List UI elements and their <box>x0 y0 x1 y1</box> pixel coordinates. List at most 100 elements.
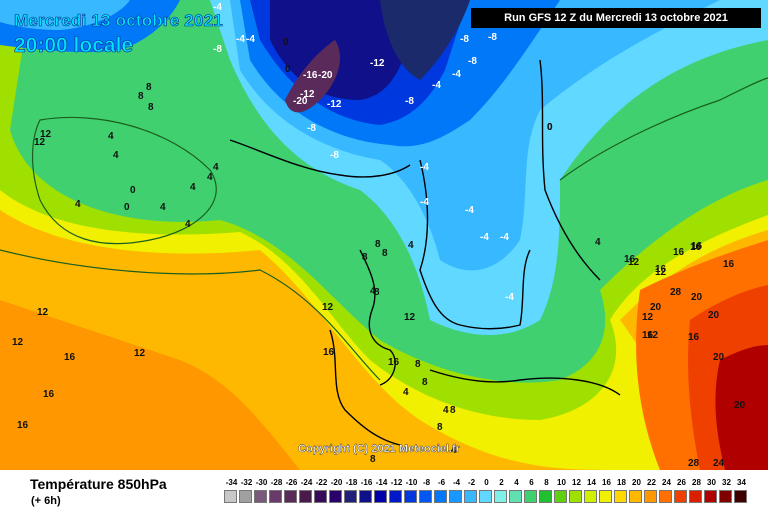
scale-swatch <box>599 490 612 503</box>
scale-label: -30 <box>255 478 268 487</box>
scale-swatch <box>659 490 672 503</box>
scale-swatch <box>329 490 342 503</box>
temperature-value-label: 12 <box>134 348 146 359</box>
coast-mediterranean <box>429 369 621 396</box>
scale-swatch <box>494 490 507 503</box>
temperature-value-label: 12 <box>642 312 654 323</box>
temperature-value-label: 28 <box>670 287 682 298</box>
temperature-value-label: 8 <box>370 454 376 465</box>
temperature-value-label: -4 <box>480 232 489 243</box>
temperature-value-label: 16 <box>17 420 29 431</box>
temperature-value-label: 0 <box>547 122 553 133</box>
temperature-value-label: 12 <box>37 307 49 318</box>
scale-label: 8 <box>544 478 549 487</box>
scale-label: -8 <box>422 478 431 487</box>
scale-swatch <box>389 490 402 503</box>
temperature-value-label: 12 <box>404 312 416 323</box>
temperature-value-label: 4 <box>408 240 414 251</box>
scale-label: -18 <box>345 478 358 487</box>
temperature-value-label: 16 <box>655 264 667 275</box>
scale-label: -28 <box>270 478 283 487</box>
temperature-value-label: 20 <box>734 400 746 411</box>
temperature-value-label: 24 <box>713 458 725 469</box>
scale-label: -6 <box>437 478 446 487</box>
temperature-value-label: -20 <box>293 96 308 107</box>
scale-swatch <box>479 490 492 503</box>
scale-swatch <box>734 490 747 503</box>
scale-label: 26 <box>677 478 686 487</box>
scale-swatch <box>284 490 297 503</box>
scale-label: -4 <box>452 478 461 487</box>
warm-zone-sw <box>0 300 300 470</box>
temperature-value-label: 28 <box>688 458 700 469</box>
temperature-value-label: 0 <box>124 202 130 213</box>
temperature-value-label: 8 <box>148 102 154 113</box>
scale-swatch <box>554 490 567 503</box>
scale-swatch <box>254 490 267 503</box>
temperature-value-label: 4 <box>108 131 114 142</box>
temperature-value-label: 20 <box>713 352 725 363</box>
scale-label: 24 <box>662 478 671 487</box>
temperature-value-label: 4 <box>213 162 219 173</box>
scale-swatch <box>674 490 687 503</box>
scale-label: -2 <box>467 478 476 487</box>
temperature-value-label: -12 <box>327 99 342 110</box>
temperature-value-label: 16 <box>388 357 400 368</box>
temperature-value-label: -4 <box>505 292 514 303</box>
temperature-value-label: 8 <box>422 377 428 388</box>
temperature-value-label: 16 <box>624 254 636 265</box>
very-hot-zone-se <box>715 345 768 470</box>
coast-south <box>329 329 401 446</box>
scale-label: -24 <box>300 478 313 487</box>
scale-label: 28 <box>692 478 701 487</box>
scale-swatch <box>269 490 282 503</box>
temperature-value-label: 0 <box>547 122 553 133</box>
border-east <box>539 59 601 281</box>
temperature-value-label: 8 <box>375 239 381 250</box>
temperature-value-label: -4 <box>500 232 509 243</box>
temperature-map: -4 -8 -4 -4 0 0 -12 -8 -16 -20 -20 -12 -8 -12 -8 -4 -8 -4… <box>0 0 768 470</box>
scale-label: 12 <box>572 478 581 487</box>
temperature-value-label: 16 <box>723 259 735 270</box>
temperature-value-label: 12 <box>628 257 640 268</box>
temperature-value-label: -8 <box>405 96 414 107</box>
temperature-value-label: 16 <box>688 332 700 343</box>
scale-label: 2 <box>499 478 504 487</box>
scale-swatch <box>539 490 552 503</box>
scale-swatch <box>629 490 642 503</box>
map-canvas: -4-8-4-4 00-12-8-16 -20-20 -12-8-12-8-4-8-4… <box>0 0 768 470</box>
temperature-value-label: 8 <box>450 405 456 416</box>
temperature-value-label: -4 <box>213 2 222 13</box>
isotherm-12 <box>0 249 381 381</box>
temperature-value-label: -4 <box>236 34 245 45</box>
isotherm-4 <box>31 116 217 245</box>
scale-label: -14 <box>375 478 388 487</box>
scale-label: 20 <box>632 478 641 487</box>
temperature-value-label: 8 <box>374 287 380 298</box>
scale-swatch <box>644 490 657 503</box>
scale-label: 22 <box>647 478 656 487</box>
temperature-value-label: -4 <box>420 162 429 173</box>
temperature-value-label: 12 <box>322 302 334 313</box>
temperature-value-label: 16 <box>691 241 703 252</box>
scale-swatch <box>524 490 537 503</box>
temperature-value-label: 16 <box>673 247 685 258</box>
map-time-title: 20:00 locale <box>14 34 134 58</box>
scale-swatch <box>464 490 477 503</box>
temperature-value-label: 12 <box>12 337 24 348</box>
scale-label: 14 <box>587 478 596 487</box>
temperature-value-label: 4 <box>113 150 119 161</box>
temperature-value-label: 4 <box>443 405 449 416</box>
scale-swatch <box>569 490 582 503</box>
temperature-value-label: -12 <box>300 89 315 100</box>
temperature-value-label: -4 <box>452 69 461 80</box>
run-info-banner: Run GFS 12 Z du Mercredi 13 octobre 2021 <box>471 8 761 28</box>
temperature-value-label: 16 <box>323 347 335 358</box>
temperature-value-label: 16 <box>690 242 702 253</box>
temperature-value-label: 8 <box>362 252 368 263</box>
temperature-value-label: 12 <box>655 267 667 278</box>
temperature-value-label: -16 <box>303 70 318 81</box>
scale-label: 4 <box>514 478 519 487</box>
scale-label: 32 <box>722 478 731 487</box>
temperature-value-label: -8 <box>460 34 469 45</box>
